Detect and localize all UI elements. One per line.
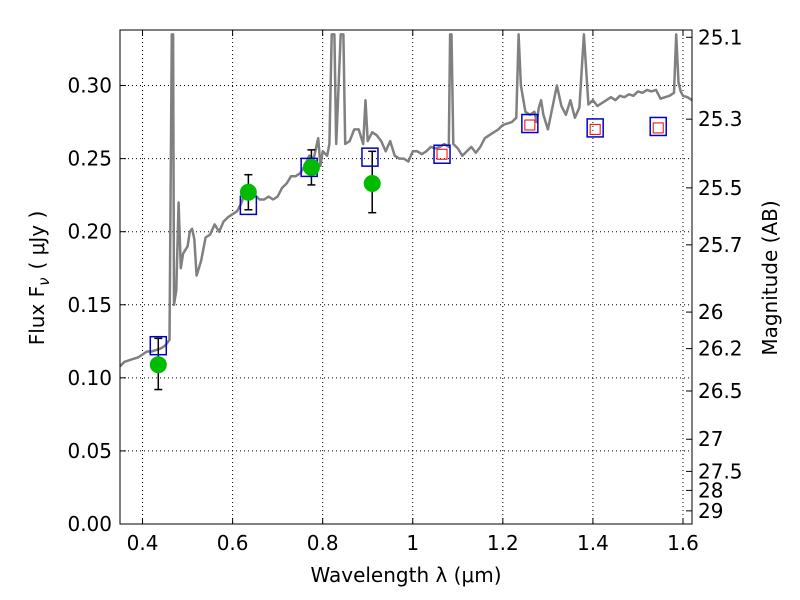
observed-point [302, 158, 320, 176]
observed-point [239, 183, 257, 201]
spectrum-line [119, 33, 693, 368]
right-tick-label: 25.3 [698, 107, 743, 131]
right-tick-label: 27.5 [698, 459, 743, 483]
model-small-marker [524, 119, 536, 131]
model-box-marker [149, 335, 168, 356]
y-tick-label: 0.10 [67, 366, 112, 390]
right-tick-label: 26.2 [698, 337, 743, 361]
right-tick-label: 29 [698, 499, 723, 523]
x-axis-ticks: 0.4 0.6 0.8 1 1.2 1.4 1.6 [127, 30, 699, 555]
y-axis-ticks: 0.00 0.05 0.10 0.15 0.20 0.25 0.30 [67, 74, 126, 536]
model-small-marker [589, 123, 601, 135]
x-tick-label: 1.2 [487, 531, 519, 555]
y-axis-unit: ( μJy ) [25, 211, 49, 270]
y-axis-title: Flux F [25, 286, 49, 345]
x-tick-label: 1.4 [577, 531, 609, 555]
observed-point [363, 174, 381, 192]
y-tick-label: 0.20 [67, 220, 112, 244]
right-tick-label: 27 [698, 427, 723, 451]
spectrum-path [119, 33, 693, 368]
model-box-marker [649, 116, 667, 137]
x-tick-label: 1 [406, 531, 419, 555]
y-tick-label: 0.00 [67, 512, 112, 536]
y-axis-title-group: Flux Fν ( μJy ) [25, 211, 53, 346]
y-tick-label: 0.15 [67, 293, 112, 317]
data-markers [149, 113, 667, 391]
model-box-marker [521, 113, 539, 134]
svg-text:Flux Fν( μJy ): Flux Fν ( μJy ) [25, 211, 53, 346]
right-tick-label: 28 [698, 478, 723, 502]
observed-point [149, 356, 167, 374]
x-tick-label: 0.8 [307, 531, 339, 555]
right-axis-title: Magnitude (AB) [758, 200, 782, 355]
model-box-marker [433, 144, 451, 164]
y-axis-subscript: ν [35, 277, 53, 285]
right-tick-label: 25.7 [698, 233, 743, 257]
gridlines [120, 30, 692, 525]
y-tick-label: 0.30 [67, 74, 112, 98]
x-tick-label: 1.6 [667, 531, 699, 555]
x-tick-label: 0.4 [127, 531, 159, 555]
right-axis-title-group: Magnitude (AB) [758, 200, 782, 355]
x-tick-label: 0.6 [217, 531, 249, 555]
model-box-marker [586, 118, 604, 138]
right-tick-label: 25.1 [698, 25, 743, 49]
y-tick-label: 0.25 [67, 147, 112, 171]
x-axis-title: Wavelength λ (μm) [310, 563, 501, 587]
right-tick-label: 26 [698, 300, 723, 324]
y-tick-label: 0.05 [67, 439, 112, 463]
right-tick-label: 26.5 [698, 379, 743, 403]
right-tick-label: 25.5 [698, 176, 743, 200]
model-small-marker [436, 148, 448, 160]
model-small-marker [652, 122, 664, 134]
model-box-marker [361, 147, 379, 167]
plot-frame [119, 29, 693, 525]
